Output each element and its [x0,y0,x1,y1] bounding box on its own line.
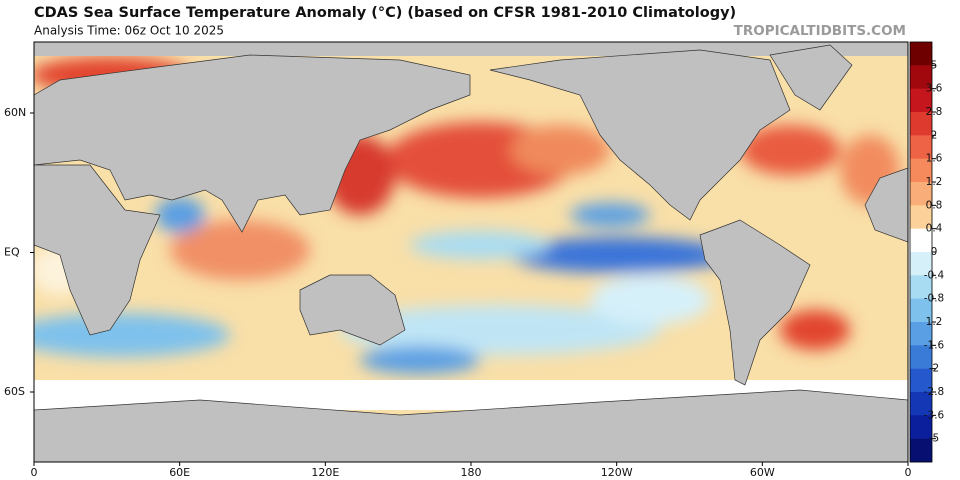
lat-label: 60S [4,385,25,398]
south-america [699,219,811,386]
antarctica [34,389,908,462]
colorbar-segment [910,205,932,229]
colorbar-segment [910,438,932,463]
lon-label: 60W [750,466,775,479]
colorbar-label: -2.8 [924,386,945,398]
colorbar-label: -1.6 [924,339,945,351]
colorbar-segment [910,298,932,323]
colorbar-label: 0.8 [926,199,943,211]
watermark: TROPICALTIDBITS.COM [734,23,906,39]
colorbar-label: 0 [931,246,938,258]
colorbar-segment [910,88,932,113]
colorbar-segment [910,158,932,183]
lon-label: 120W [601,466,633,479]
lon-label: 180 [461,466,482,479]
colorbar-segment [910,112,932,136]
map [34,42,908,462]
colorbar-label: 1.2 [926,316,943,328]
lon-label: 60E [169,466,190,479]
colorbar-segment [910,252,932,276]
north-america [489,49,791,221]
colorbar: 5 3.6 2.8 2 1.6 1.2 0.8 0.4 0 -0.4 -0.8 1.2 -1.6 -2 -2… [909,41,945,463]
colorbar-segment [910,345,932,369]
colorbar-label: 2.8 [926,106,943,118]
lat-label: 60N [4,106,26,119]
greenland [769,44,853,111]
colorbar-label: 3.6 [926,83,943,95]
africa-east [34,164,161,336]
colorbar-segment [910,135,932,159]
colorbar-label: -5 [929,433,939,445]
subtitle: Analysis Time: 06z Oct 10 2025 [34,24,224,38]
colorbar-label: 2 [931,129,938,141]
eurasia [34,54,471,233]
colorbar-label: -0.4 [924,269,945,281]
colorbar-segment [910,42,932,66]
colorbar-label: 5 [931,59,938,71]
africa-west [864,167,908,243]
lon-label: 0 [31,466,38,479]
colorbar-segment [910,275,932,299]
colorbar-segment [910,368,932,393]
lat-label: EQ [4,246,20,259]
colorbar-segment [910,392,932,416]
colorbar-segment [910,415,932,439]
colorbar-label: 0.4 [926,223,943,235]
australia [299,274,406,346]
colorbar-segment [910,228,932,253]
colorbar-label: -2 [929,363,939,375]
axis-labels: 0 60E 120E 180 120W 60W 0 60N EQ 60S [4,106,912,479]
lon-label: 0 [905,466,912,479]
colorbar-segment [910,65,932,89]
colorbar-label: 1.2 [926,176,943,188]
colorbar-segment [910,182,932,206]
colorbar-label: -0.8 [924,293,945,305]
colorbar-segment [910,322,932,346]
lon-label: 120E [311,466,339,479]
colorbar-label: -3.6 [924,409,945,421]
title: CDAS Sea Surface Temperature Anomaly (°C… [34,5,736,21]
colorbar-label: 1.6 [926,153,943,165]
